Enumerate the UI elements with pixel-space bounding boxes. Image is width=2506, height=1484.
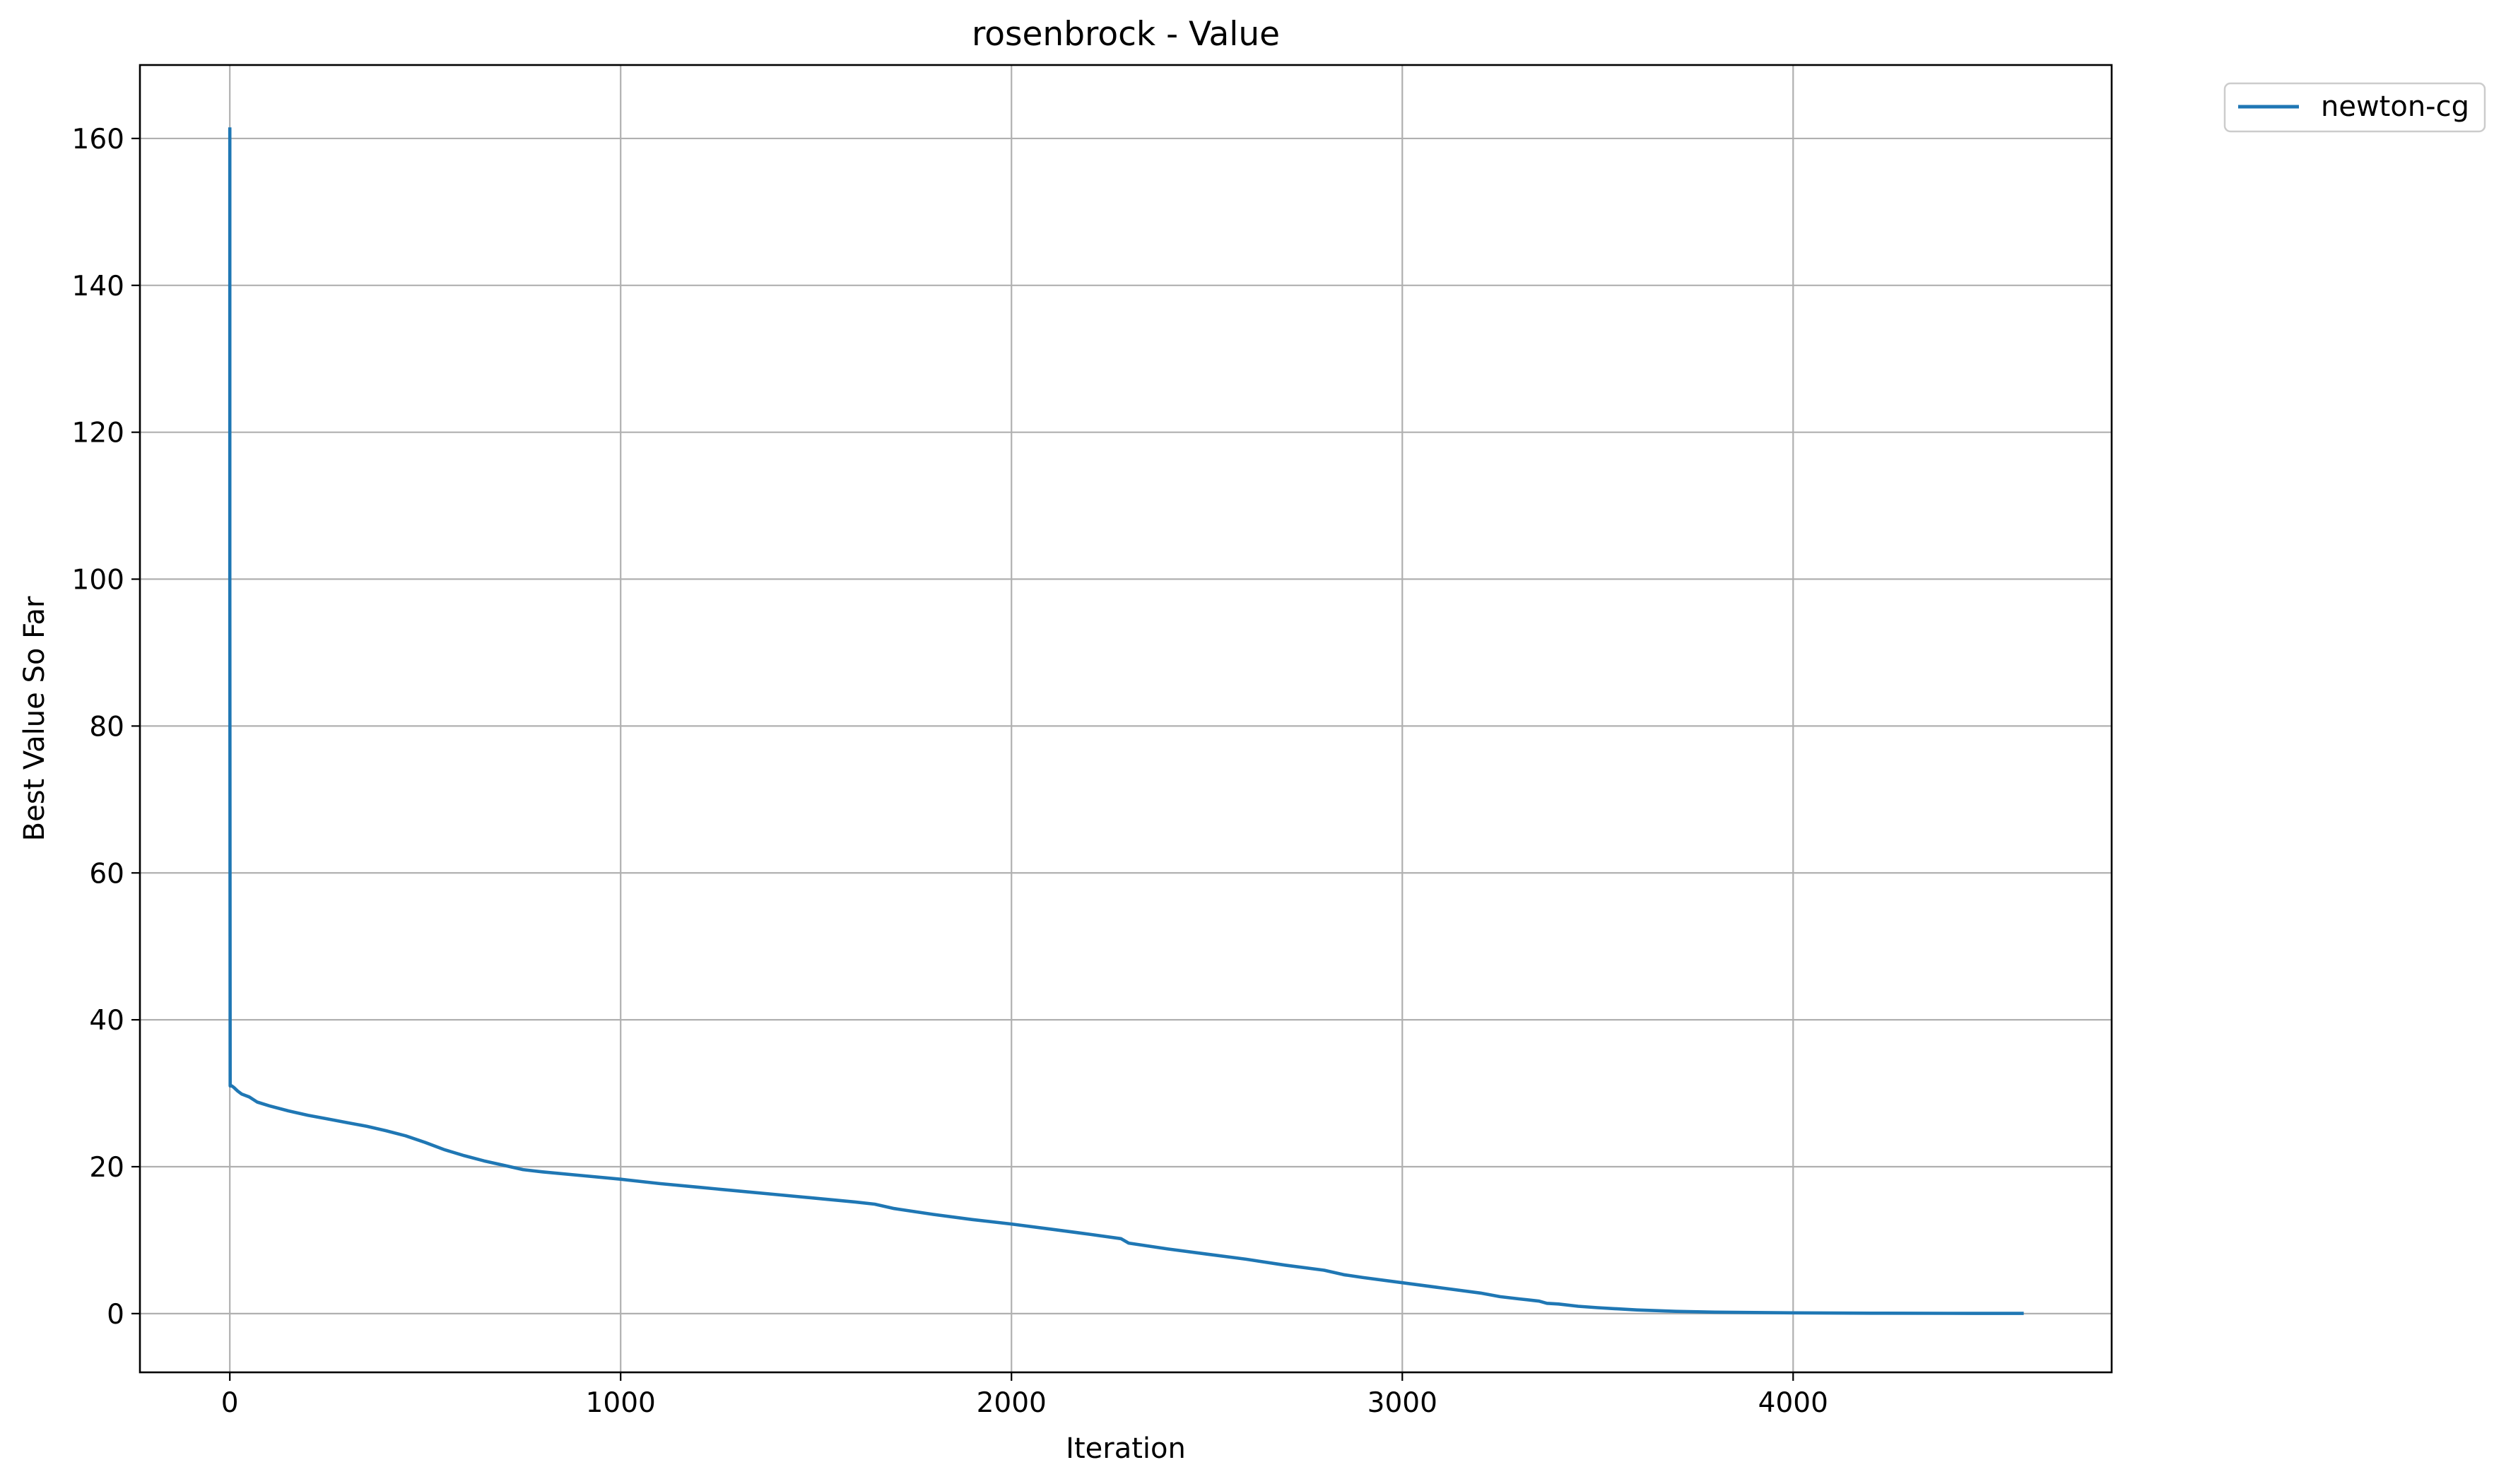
chart-title: rosenbrock - Value (972, 15, 1280, 54)
series-line-newton-cg (228, 127, 2024, 1315)
axes-frame (139, 64, 2113, 1374)
y-tick-label: 160 (72, 124, 124, 155)
x-tick-label: 4000 (1758, 1387, 1828, 1419)
legend-label: newton-cg (2321, 90, 2469, 123)
y-tick-label: 120 (72, 418, 124, 449)
y-tick-label: 140 (72, 271, 124, 302)
grid-lines (140, 65, 2112, 1372)
y-tick-label: 20 (89, 1152, 124, 1184)
y-tick-label: 40 (89, 1005, 124, 1037)
y-tick-label: 80 (89, 711, 124, 743)
y-tick-label: 0 (107, 1299, 124, 1331)
x-tick-label: 0 (221, 1387, 239, 1419)
y-tick-label: 100 (72, 565, 124, 596)
x-tick-label: 1000 (586, 1387, 656, 1419)
legend-box (2223, 82, 2486, 133)
x-tick-label: 2000 (977, 1387, 1047, 1419)
series-layer (228, 127, 2024, 1315)
y-axis-title: Best Value So Far (18, 596, 51, 841)
x-tick-label: 3000 (1367, 1387, 1437, 1419)
axis-ticks: 0 1000 2000 3000 4000 0 20 40 60 80 100 120 140 160 (72, 124, 1828, 1419)
legend[interactable]: newton-cg (2223, 82, 2486, 133)
y-tick-label: 60 (89, 858, 124, 890)
x-axis-title: Iteration (1066, 1432, 1186, 1465)
